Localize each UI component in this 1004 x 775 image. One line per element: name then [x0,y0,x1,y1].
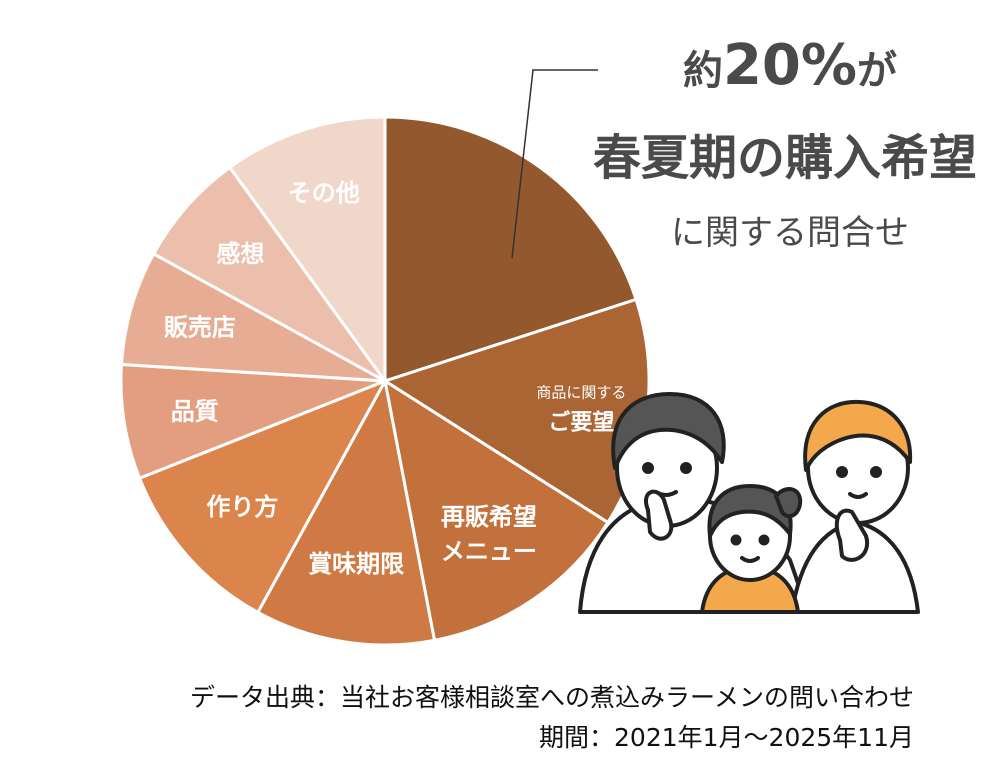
callout-line-1: 約20%が [683,33,897,98]
callout-percent: 20% [723,33,857,98]
pie-slice-label-line: 品質 [171,398,219,426]
pie-slice-label-line: 感想 [216,240,264,268]
child-eye-left [730,534,742,546]
pie-slice-label-3: 再販希望メニュー [441,503,537,566]
pie-slice-label-7: 販売店 [164,314,236,342]
mother-mouth [848,492,868,499]
child-hair [707,484,793,538]
family-illustration [578,392,920,614]
child-ponytail [774,487,803,519]
pie-slice-label-line: ご要望 [548,410,614,436]
pie-slice-label-8: 感想 [216,240,264,268]
pie-slice-label-5: 作り方 [206,493,278,521]
callout-headline: 春夏期の購入希望 [593,130,977,186]
pie-slice-8 [151,165,387,383]
pie-slice-1 [383,115,638,384]
callout-prefix: 約 [683,48,723,94]
pie-slice-9 [227,115,387,386]
mother-hand [834,508,870,562]
father-eye-left [642,462,654,474]
pie-slice-label-line: 賞味期限 [308,550,404,578]
pie-slice-label-2: 商品に関するご要望 [536,384,626,436]
pie-slice-label-4: 賞味期限 [308,550,404,578]
pie-slice-label-6: 品質 [171,398,219,426]
callout-sub: に関する問合せ [671,213,909,253]
pie-slice-label-line: 再販希望 [441,503,537,531]
pie-slice-label-line: その他 [288,179,360,207]
pie-slice-label-line: メニュー [441,538,537,566]
child-eye-right [758,534,770,546]
pie-slice-label-line: 商品に関する [536,384,626,402]
pie-slice-6 [119,362,386,481]
pie-slice-label-line: 作り方 [206,493,278,521]
pie-slice-3 [382,377,610,643]
callout-suffix: が [857,48,897,94]
footer-period: 期間：2021年1月～2025年11月 [539,723,914,752]
mother-eye-left [836,466,848,478]
pie-slice-4 [255,376,437,647]
callout-leader-line [511,69,598,259]
pie-slices [119,115,651,647]
pie-slice-label-line: 販売店 [164,314,236,342]
pie-slice-label-9: その他 [288,179,360,207]
pie-slice-5 [137,378,389,615]
father-hand [644,489,674,541]
father-hair [611,392,726,470]
father-eye-right [680,462,692,474]
child-mouth [740,556,760,563]
mother-hair [803,399,913,472]
pie-slice-7 [119,251,386,383]
footer-source: データ出典：当社お客様相談室への煮込みラーメンの問い合わせ [189,683,914,712]
mother-eye-right [870,466,882,478]
